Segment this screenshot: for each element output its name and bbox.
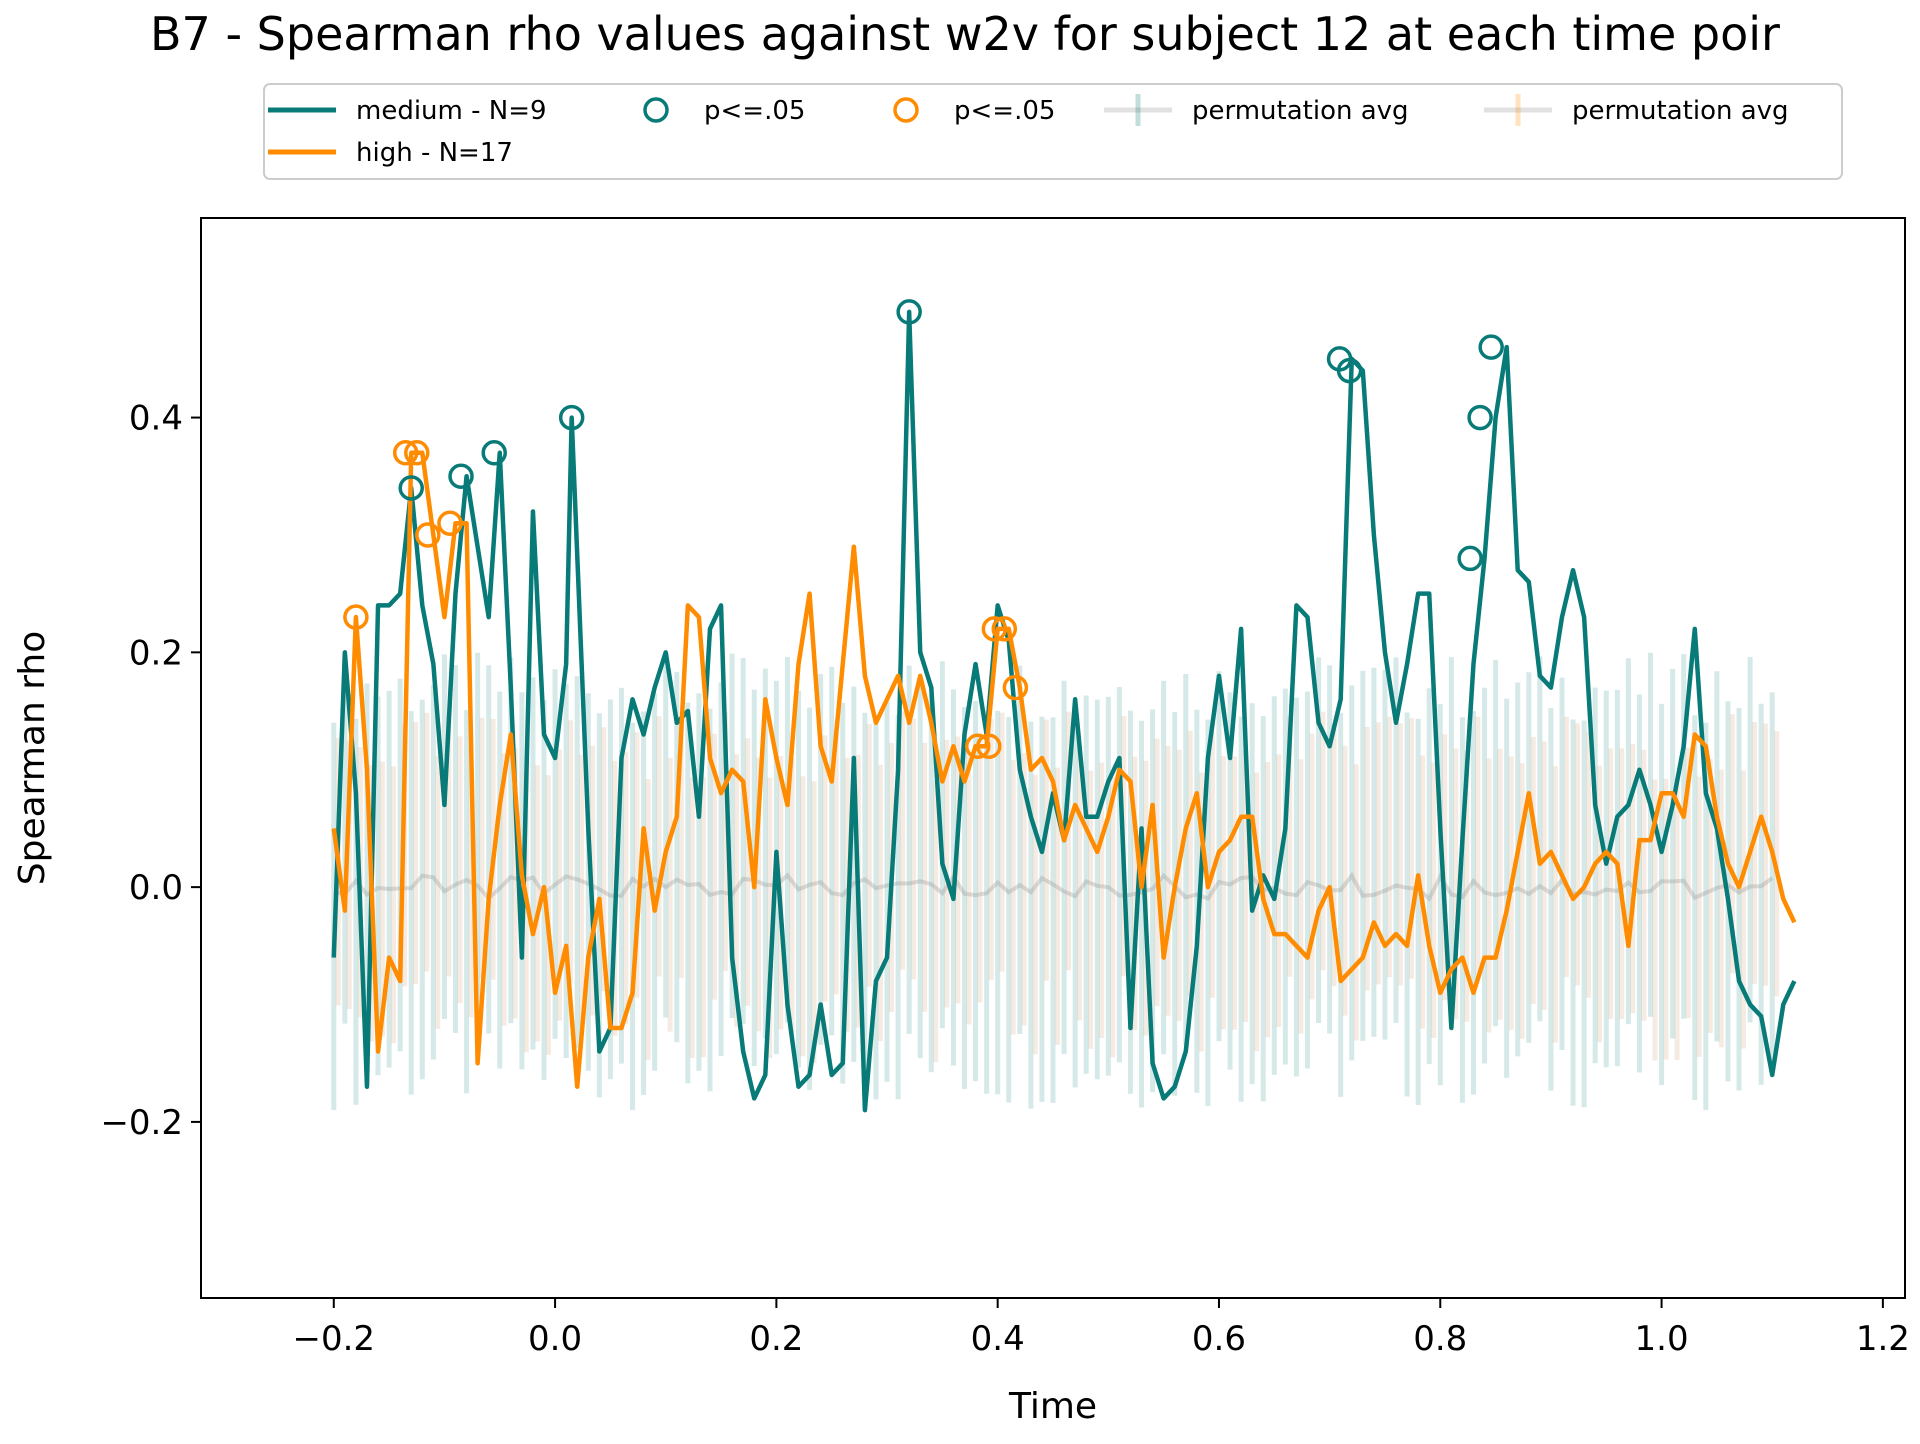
significance-markers: [343, 299, 1504, 760]
y-tick-label: 0.2: [129, 633, 183, 673]
chart-title: B7 - Spearman rho values against w2v for…: [150, 7, 1780, 61]
significance-marker-medium: [558, 404, 585, 431]
legend-frame: [263, 83, 1843, 180]
permutation-bars: [331, 652, 1780, 1111]
legend-label: high - N=17: [356, 138, 513, 168]
x-tick-label: 0.6: [1192, 1319, 1246, 1359]
x-tick-label: 0.2: [749, 1319, 803, 1359]
significance-marker-high: [991, 616, 1018, 642]
legend: medium - N=9 high - N=17 p<=.05 p<=.05 permu…: [263, 83, 1843, 180]
legend-items: medium - N=9 high - N=17 p<=.05 p<=.05 permu…: [268, 94, 1789, 168]
x-tick-label: 1.0: [1635, 1319, 1689, 1359]
y-axis: −0.2 0.0 0.2 0.4: [100, 399, 201, 1143]
significance-marker-high: [1002, 674, 1029, 701]
y-tick-label: 0.0: [129, 868, 183, 908]
legend-swatch-circle: [643, 97, 669, 123]
x-tick-label: 0.0: [528, 1319, 582, 1359]
significance-marker-medium: [398, 475, 424, 501]
significance-marker-medium: [448, 463, 474, 490]
legend-label: p<=.05: [704, 96, 805, 126]
significance-marker-high: [981, 616, 1008, 642]
legend-label: permutation avg: [1192, 96, 1409, 126]
significance-marker-medium: [1336, 357, 1363, 384]
significance-marker-medium: [896, 299, 922, 325]
series-lines: [331, 309, 1797, 1113]
y-tick-label: −0.2: [100, 1103, 183, 1143]
x-tick-label: 0.8: [1413, 1319, 1467, 1359]
significance-marker-high: [404, 440, 430, 466]
significance-marker-high: [343, 604, 369, 630]
plot-area: [200, 217, 1906, 1299]
permutation-avg-line-high: [333, 871, 1774, 902]
significance-marker-high: [965, 733, 991, 760]
plot-frame: [200, 217, 1906, 1299]
x-tick-label: 1.2: [1856, 1319, 1910, 1359]
significance-marker-medium: [481, 440, 507, 466]
legend-swatch-circle: [893, 97, 919, 123]
x-axis: −0.2 0.0 0.2 0.4 0.6 0.8 1.0 1.2: [292, 1298, 1910, 1359]
significance-marker-medium: [1478, 334, 1504, 360]
x-tick-label: 0.4: [971, 1319, 1025, 1359]
significance-marker-medium: [1457, 545, 1483, 572]
series-line-high: [331, 450, 1797, 1089]
significance-marker-high: [437, 510, 463, 536]
legend-label: permutation avg: [1572, 96, 1789, 126]
significance-marker-medium: [1467, 404, 1493, 431]
x-tick-label: −0.2: [292, 1319, 375, 1359]
significance-marker-high: [976, 733, 1002, 760]
y-axis-label: Spearman rho: [12, 631, 53, 885]
significance-marker-high: [415, 522, 441, 548]
legend-label: medium - N=9: [356, 96, 547, 126]
permutation-avg-line-medium: [333, 871, 1774, 902]
y-tick-label: 0.4: [129, 399, 183, 439]
legend-label: p<=.05: [954, 96, 1055, 126]
x-axis-label: Time: [1008, 1386, 1097, 1427]
significance-marker-high: [392, 440, 419, 466]
